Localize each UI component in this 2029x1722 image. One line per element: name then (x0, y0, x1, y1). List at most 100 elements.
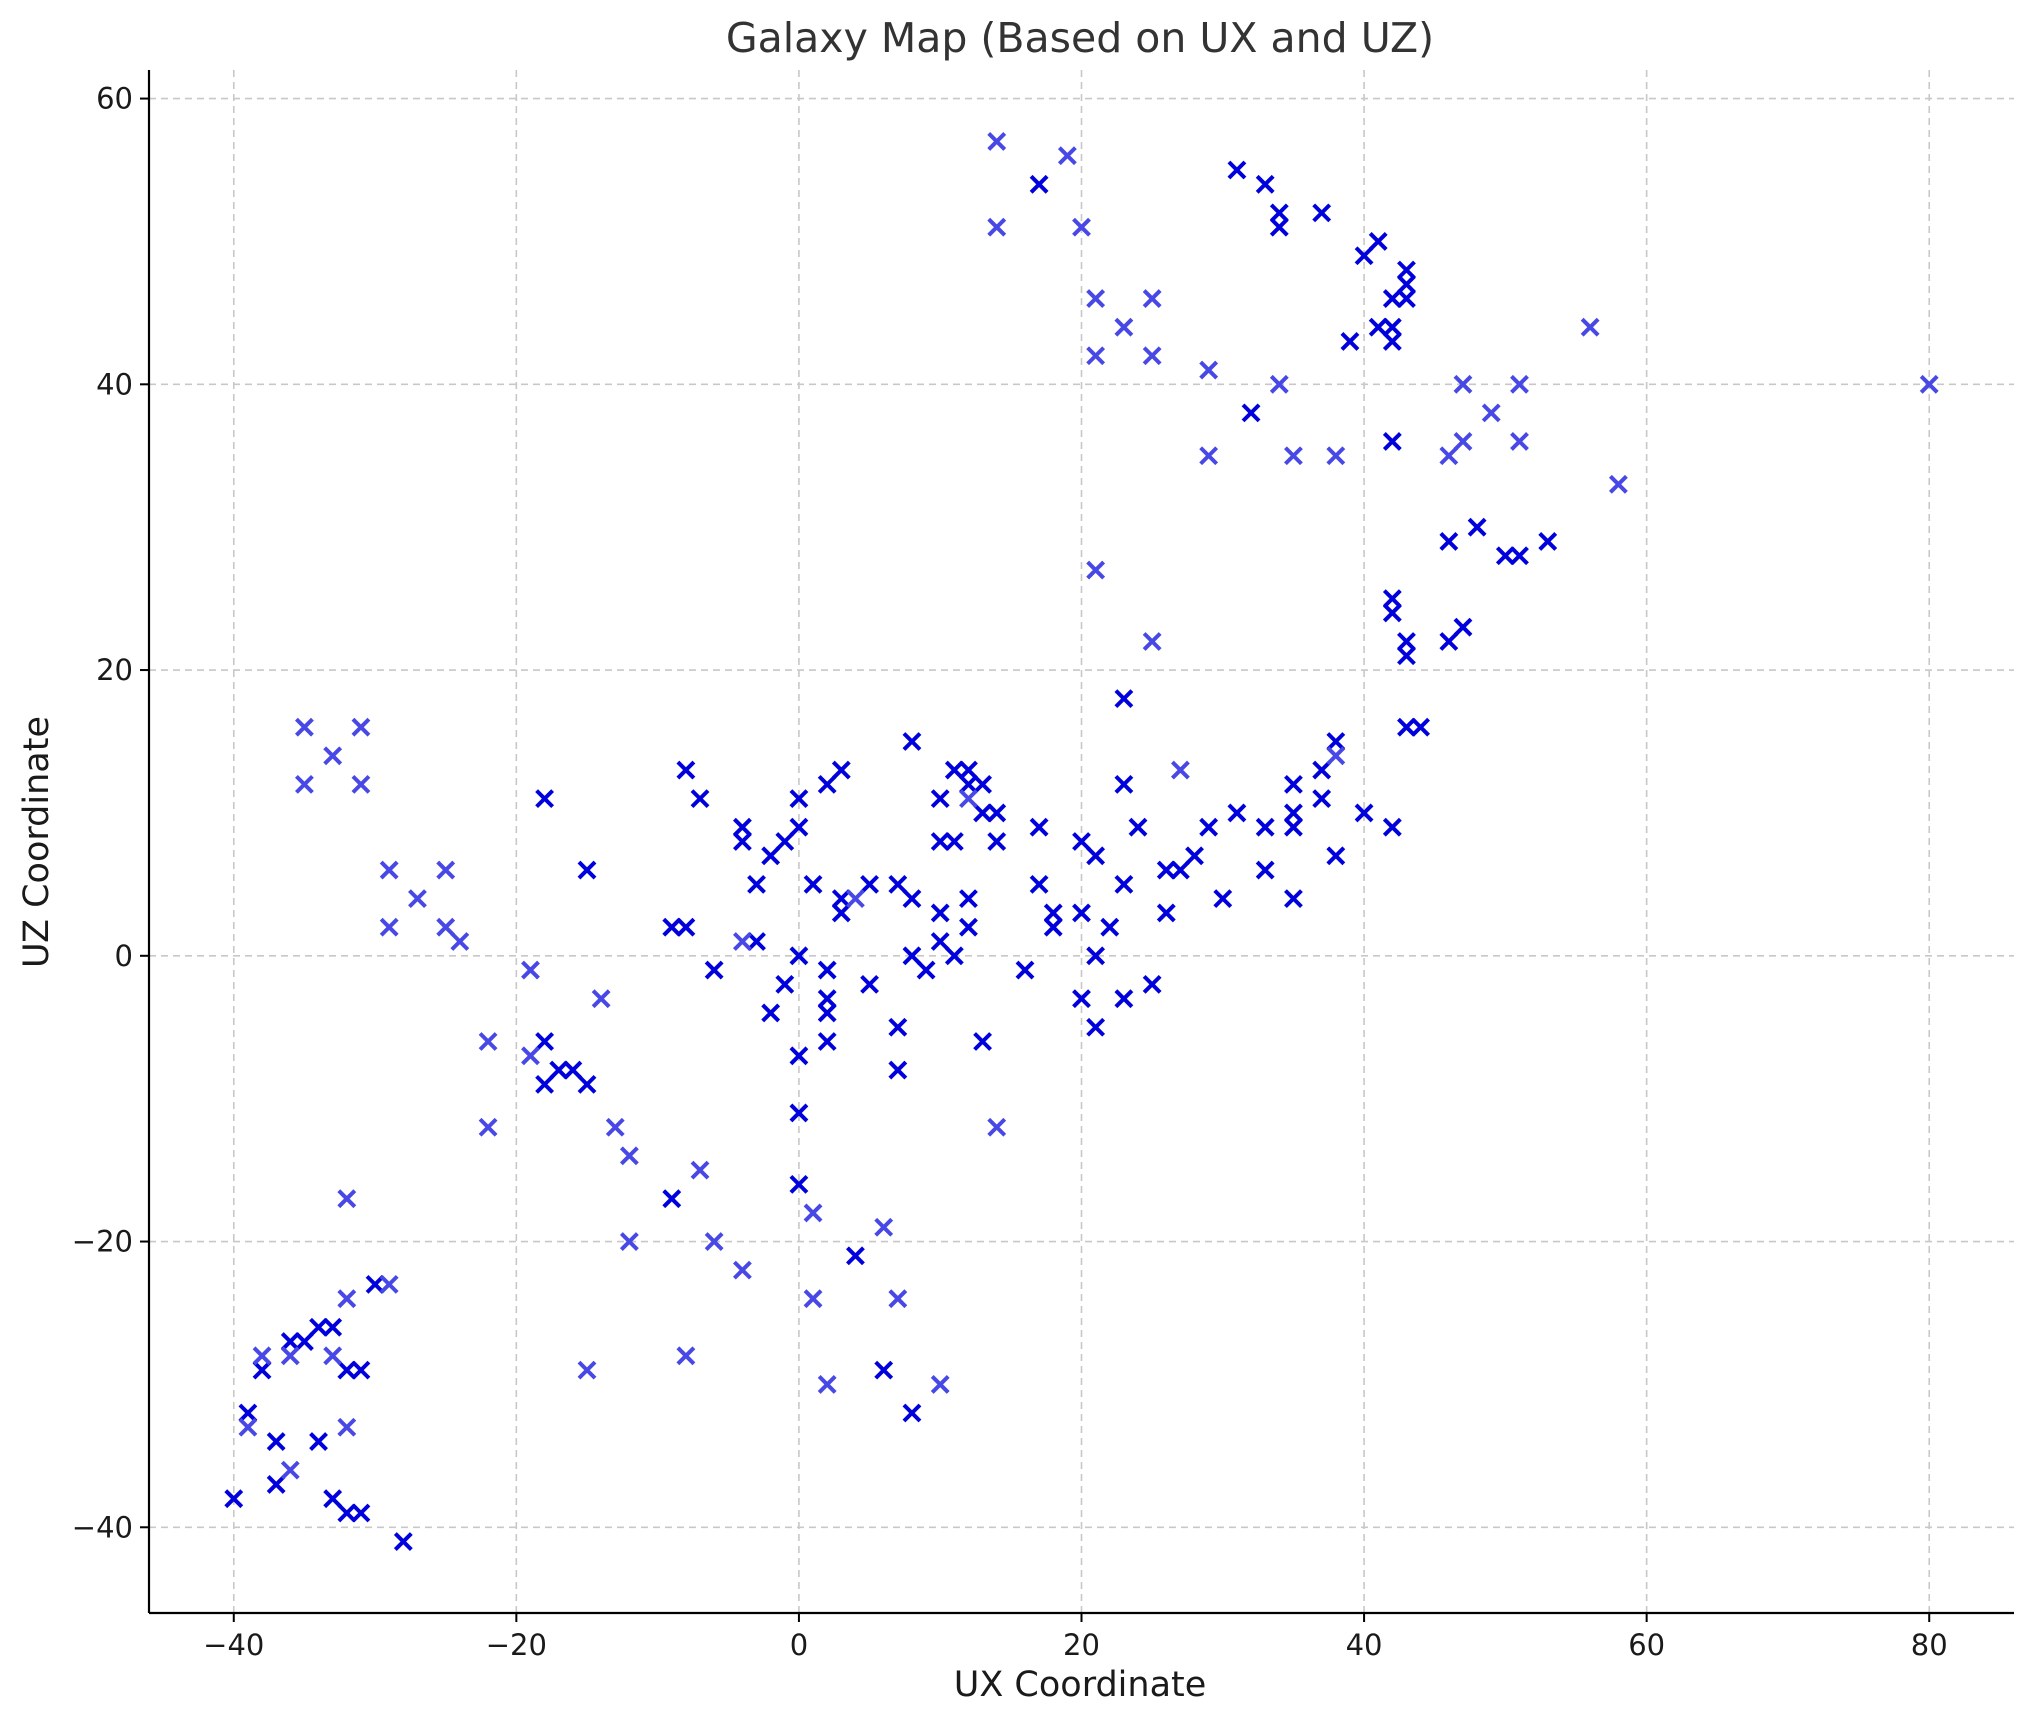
data-point-marker (1368, 232, 1388, 251)
data-point-marker (280, 1460, 300, 1480)
data-point-marker (323, 746, 343, 766)
data-point-marker (732, 817, 752, 837)
data-point-marker (959, 917, 978, 937)
data-point-marker (478, 1117, 498, 1137)
data-point-marker (803, 1289, 823, 1309)
data-point-marker (619, 1232, 639, 1251)
data-point-marker (1043, 903, 1063, 923)
data-point-marker (676, 760, 696, 780)
data-point-marker (959, 889, 978, 909)
data-point-marker (944, 832, 964, 851)
data-point-marker (1072, 903, 1091, 923)
data-point-marker (817, 1032, 837, 1051)
data-point-marker (1227, 160, 1247, 180)
data-point-marker (831, 889, 851, 909)
data-point-marker (888, 1060, 908, 1080)
data-point-marker (351, 1360, 371, 1380)
data-point-marker (789, 789, 809, 809)
data-point-marker (351, 1503, 371, 1523)
data-point-marker (337, 1189, 357, 1209)
data-point-marker (888, 1017, 908, 1037)
data-point-marker (846, 1246, 865, 1266)
data-point-marker (1453, 374, 1473, 394)
data-point-marker (732, 832, 752, 851)
data-point-marker (1397, 717, 1416, 737)
data-point-marker (1326, 846, 1346, 866)
data-point-marker (860, 974, 879, 994)
data-point-marker (930, 903, 950, 923)
data-point-marker (309, 1432, 328, 1451)
data-point-marker (1100, 917, 1120, 937)
data-point-marker (803, 874, 823, 894)
data-point-marker (1142, 632, 1162, 651)
data-point-marker (1156, 903, 1176, 923)
data-point-marker (1057, 146, 1077, 166)
data-point-marker (1142, 289, 1162, 309)
data-point-marker (379, 917, 399, 937)
data-point-marker (817, 774, 837, 794)
x-tick-label: 0 (790, 1628, 808, 1662)
data-point-marker (817, 1003, 837, 1023)
data-point-marker (1340, 332, 1360, 351)
data-point-marker (521, 960, 540, 980)
data-point-marker (521, 1046, 540, 1066)
data-point-marker (831, 760, 851, 780)
data-point-marker (1072, 217, 1091, 237)
data-point-marker (775, 832, 795, 851)
data-point-marker (1114, 689, 1134, 709)
data-point-marker (676, 917, 696, 937)
data-point-marker (704, 1232, 724, 1251)
data-point-marker (959, 774, 978, 794)
x-axis-ticks: −40 −20 0 20 40 60 80 (203, 1613, 1948, 1662)
data-point-marker (973, 1032, 993, 1051)
y-tick-label: 40 (96, 367, 133, 401)
data-point-marker (1284, 803, 1303, 823)
data-point-marker (732, 1260, 752, 1280)
data-point-marker (930, 832, 950, 851)
data-point-marker (1114, 989, 1134, 1009)
data-point-marker (379, 860, 399, 880)
data-point-marker (789, 1174, 809, 1194)
data-point-marker (535, 1074, 555, 1094)
data-point-marker (1312, 789, 1332, 809)
data-point-marker (295, 717, 314, 737)
x-tick-label: −20 (486, 1628, 547, 1662)
data-point-marker (1284, 817, 1303, 837)
data-point-marker (436, 860, 456, 880)
data-point-marker (874, 1360, 894, 1380)
data-point-marker (1326, 732, 1346, 751)
data-point-marker (930, 1374, 950, 1394)
data-point-marker (1510, 546, 1529, 566)
data-point-marker (224, 1489, 244, 1509)
data-point-marker (1284, 889, 1303, 909)
data-point-marker (1029, 174, 1049, 194)
data-point-marker (747, 932, 766, 951)
data-point-marker (1255, 174, 1275, 194)
data-point-marker (817, 1374, 837, 1394)
data-point-marker (662, 917, 682, 937)
data-point-marker (1185, 846, 1204, 866)
grid-lines (149, 70, 2014, 1613)
data-point-marker (337, 1360, 357, 1380)
data-point-marker (337, 1503, 357, 1523)
data-point-marker (323, 1317, 343, 1337)
data-point-marker (1481, 403, 1501, 423)
y-axis-label: UZ Coordinate (17, 716, 57, 968)
data-point-marker (789, 1103, 809, 1123)
data-point-marker (930, 932, 950, 951)
y-tick-label: 0 (115, 939, 133, 973)
data-point-marker (1086, 846, 1106, 866)
data-point-marker (337, 1289, 357, 1309)
data-point-marker (1382, 589, 1402, 609)
data-point-marker (704, 960, 724, 980)
data-point-marker (1072, 832, 1091, 851)
data-point-marker (1199, 817, 1219, 837)
data-point-marker (1086, 289, 1106, 309)
data-point-marker (1086, 946, 1106, 966)
data-point-marker (309, 1317, 328, 1337)
data-point-marker (252, 1346, 272, 1366)
data-point-marker (436, 917, 456, 937)
data-point-marker (1397, 274, 1416, 294)
data-point-marker (987, 1117, 1007, 1137)
data-point-marker (1453, 432, 1473, 451)
